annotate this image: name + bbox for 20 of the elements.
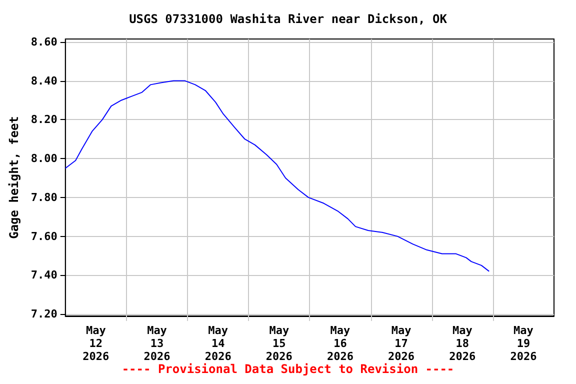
x-tick-label: May 19 2026	[510, 324, 538, 363]
x-tick-label: May 14 2026	[204, 324, 232, 363]
y-tick-label: 7.40	[30, 268, 58, 282]
y-tick-label: 8.60	[30, 35, 58, 48]
x-tick-label: May 17 2026	[388, 324, 415, 363]
x-tick-label: May 13 2026	[144, 324, 171, 363]
x-tick-label: May 16 2026	[326, 324, 354, 363]
y-tick-label: 8.40	[30, 74, 58, 88]
y-tick-label: 8.00	[30, 152, 58, 166]
line-series	[64, 80, 490, 272]
y-tick-label: 7.80	[30, 190, 58, 204]
x-tick-label: May 18 2026	[449, 324, 476, 363]
y-tick-label: 7.60	[30, 230, 58, 243]
text: ---- Provisional Data Subject to Revision ----	[122, 362, 454, 376]
y-tick-label: 8.20	[30, 113, 58, 126]
x-tick-label: May 12 2026	[82, 324, 110, 363]
x-tick-label: May 15 2026	[266, 324, 293, 363]
y-axis-title: Gage height, feet	[7, 116, 21, 239]
y-tick-label: 7.20	[30, 308, 58, 321]
chart-title: USGS 07331000 Washita River near Dickson, OK	[129, 12, 448, 26]
